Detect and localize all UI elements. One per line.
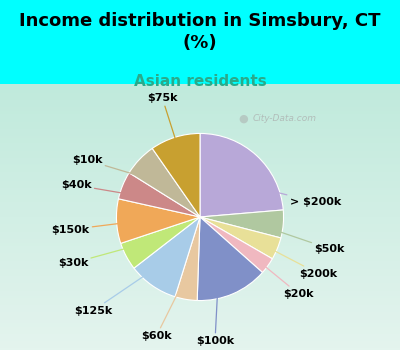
Text: $200k: $200k	[245, 235, 338, 279]
Text: ●: ●	[238, 114, 248, 124]
Wedge shape	[118, 173, 200, 217]
Text: $30k: $30k	[58, 240, 157, 268]
Text: > $200k: > $200k	[233, 181, 341, 207]
Text: $75k: $75k	[147, 93, 186, 171]
Wedge shape	[197, 217, 262, 301]
Wedge shape	[200, 217, 272, 273]
Text: $125k: $125k	[74, 257, 172, 316]
Wedge shape	[116, 199, 200, 243]
Wedge shape	[200, 210, 284, 238]
Text: $40k: $40k	[61, 180, 155, 199]
Text: Income distribution in Simsbury, CT
(%): Income distribution in Simsbury, CT (%)	[19, 12, 381, 52]
Text: $60k: $60k	[141, 265, 192, 341]
Wedge shape	[152, 133, 200, 217]
Text: City-Data.com: City-Data.com	[253, 114, 317, 123]
Wedge shape	[129, 148, 200, 217]
Text: $20k: $20k	[239, 245, 314, 299]
Text: $50k: $50k	[248, 221, 345, 254]
Text: Asian residents: Asian residents	[134, 74, 266, 89]
Text: $10k: $10k	[72, 155, 165, 184]
Wedge shape	[121, 217, 200, 268]
Text: $150k: $150k	[52, 219, 152, 234]
Wedge shape	[200, 217, 281, 259]
Text: $100k: $100k	[196, 261, 234, 346]
Wedge shape	[134, 217, 200, 297]
Wedge shape	[200, 133, 283, 217]
Wedge shape	[175, 217, 200, 301]
